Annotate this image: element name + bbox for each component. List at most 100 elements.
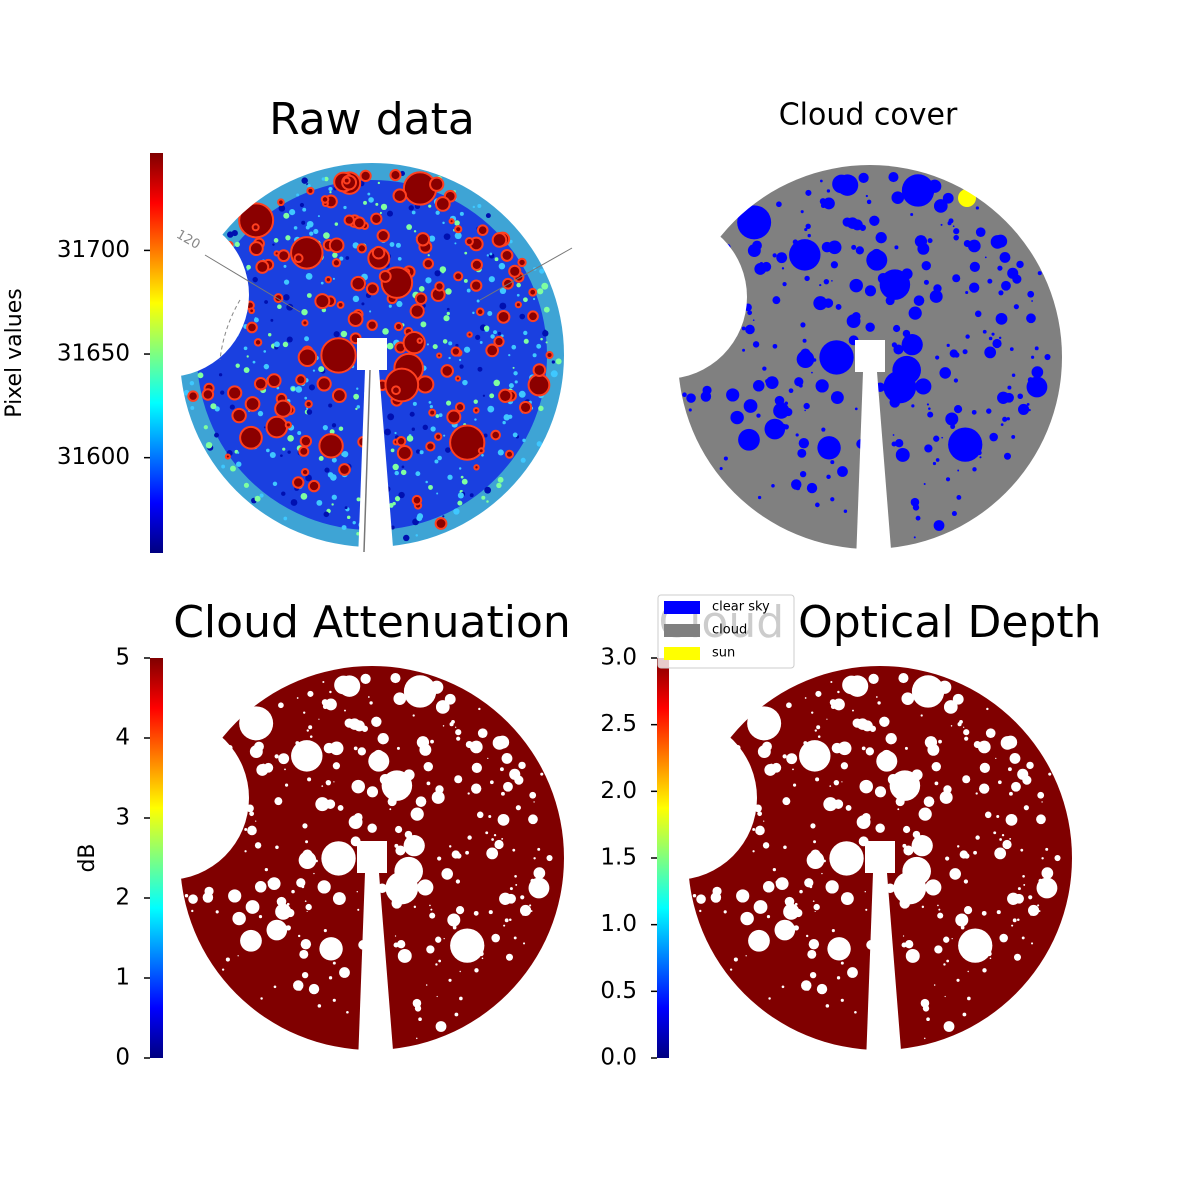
image-speck bbox=[235, 333, 239, 337]
sun-marker bbox=[958, 189, 976, 207]
image-speck bbox=[305, 225, 310, 230]
image-speck bbox=[254, 495, 261, 502]
image-blob bbox=[491, 232, 508, 248]
image-blob bbox=[969, 282, 980, 293]
image-blob bbox=[300, 467, 310, 477]
image-speck bbox=[819, 179, 823, 183]
image-blob bbox=[211, 263, 218, 270]
image-speck bbox=[315, 859, 318, 863]
image-speck bbox=[280, 454, 283, 458]
image-blob bbox=[686, 393, 696, 403]
image-speck bbox=[504, 918, 509, 923]
image-blob bbox=[933, 435, 940, 442]
panel: Cloud cover bbox=[675, 98, 1065, 552]
image-speck bbox=[971, 939, 974, 942]
image-blob bbox=[753, 900, 768, 914]
image-speck bbox=[270, 318, 274, 322]
image-speck bbox=[1007, 767, 1012, 772]
image-blob bbox=[972, 467, 977, 472]
image-speck bbox=[300, 493, 308, 500]
image-blob bbox=[939, 790, 953, 804]
image-blob bbox=[864, 285, 877, 297]
image-speck bbox=[489, 780, 494, 785]
image-speck bbox=[278, 205, 286, 212]
image-blob bbox=[379, 774, 391, 785]
image-speck bbox=[275, 845, 279, 850]
image-speck bbox=[1028, 408, 1031, 412]
image-speck bbox=[708, 310, 711, 313]
image-blob bbox=[437, 856, 442, 861]
image-speck bbox=[426, 781, 431, 786]
image-blob bbox=[903, 845, 914, 856]
image-speck bbox=[461, 478, 468, 485]
image-speck bbox=[489, 393, 495, 399]
image-blob bbox=[953, 378, 959, 383]
image-speck bbox=[235, 836, 238, 839]
image-blob bbox=[350, 275, 366, 292]
image-speck bbox=[227, 231, 234, 238]
image-speck bbox=[543, 306, 550, 313]
image-blob bbox=[454, 375, 462, 382]
image-speck bbox=[361, 302, 365, 306]
image-speck bbox=[330, 474, 337, 481]
image-speck bbox=[514, 380, 518, 384]
image-speck bbox=[486, 500, 489, 503]
image-blob bbox=[757, 811, 763, 817]
image-speck bbox=[519, 313, 526, 320]
image-speck bbox=[713, 796, 716, 799]
image-speck bbox=[273, 341, 280, 348]
image-blob bbox=[893, 344, 904, 355]
image-speck bbox=[362, 348, 367, 353]
image-blob bbox=[765, 376, 779, 390]
image-speck bbox=[1041, 801, 1043, 803]
image-speck bbox=[443, 938, 445, 940]
colorbar-tick-label: 2.0 bbox=[600, 778, 637, 804]
image-speck bbox=[833, 364, 839, 369]
image-blob bbox=[365, 282, 380, 296]
image-speck bbox=[418, 286, 425, 292]
image-blob bbox=[187, 390, 199, 402]
image-speck bbox=[428, 204, 432, 208]
image-blob bbox=[518, 761, 526, 770]
image-speck bbox=[352, 520, 356, 525]
image-blob bbox=[971, 409, 977, 415]
image-blob bbox=[845, 805, 852, 811]
image-speck bbox=[792, 768, 794, 771]
image-speck bbox=[956, 495, 962, 500]
image-speck bbox=[917, 196, 920, 199]
image-speck bbox=[332, 252, 338, 258]
image-speck bbox=[322, 425, 328, 431]
image-speck bbox=[472, 205, 476, 209]
image-speck bbox=[464, 251, 468, 255]
image-speck bbox=[532, 353, 537, 358]
image-speck bbox=[252, 360, 256, 364]
image-speck bbox=[240, 270, 247, 277]
image-speck bbox=[235, 363, 240, 368]
image-blob bbox=[975, 227, 986, 237]
image-speck bbox=[688, 408, 692, 412]
image-speck bbox=[516, 282, 521, 288]
image-speck bbox=[837, 690, 840, 694]
image-blob bbox=[798, 437, 810, 449]
image-speck bbox=[1011, 924, 1014, 927]
image-blob bbox=[351, 779, 365, 794]
image-speck bbox=[1038, 910, 1041, 912]
image-speck bbox=[456, 736, 461, 741]
image-speck bbox=[230, 465, 236, 472]
image-speck bbox=[413, 230, 417, 233]
image-blob bbox=[856, 815, 871, 830]
image-speck bbox=[1030, 913, 1033, 916]
image-blob bbox=[823, 278, 830, 285]
image-blob bbox=[455, 906, 465, 915]
image-blob bbox=[931, 761, 941, 772]
image-blob bbox=[545, 351, 554, 360]
image-blob bbox=[775, 877, 789, 891]
colorbar-label: dB bbox=[75, 843, 100, 872]
image-speck bbox=[428, 235, 436, 242]
image-speck bbox=[862, 838, 866, 842]
image-blob bbox=[434, 281, 445, 292]
image-speck bbox=[460, 475, 464, 479]
image-speck bbox=[539, 268, 545, 274]
image-speck bbox=[329, 429, 335, 435]
image-blob bbox=[1037, 791, 1045, 799]
